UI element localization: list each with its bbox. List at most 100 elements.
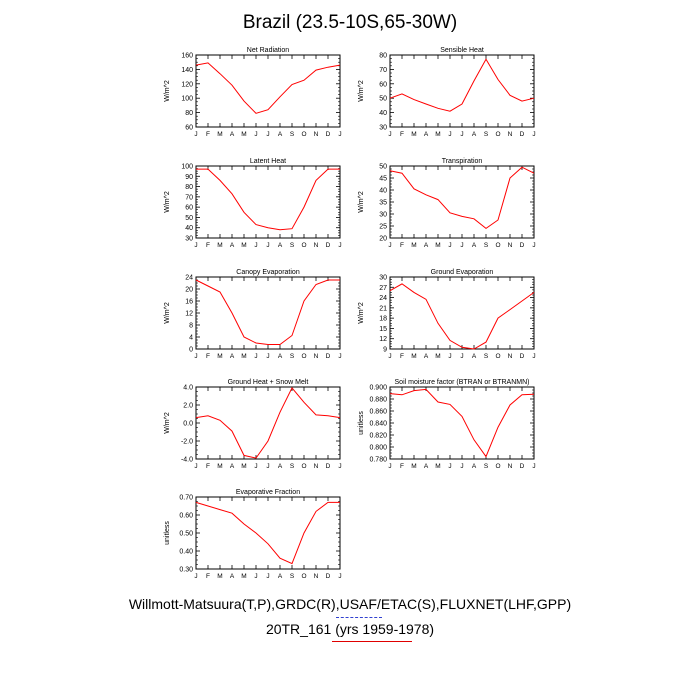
x-tick-label: J <box>532 463 535 470</box>
panel-title: Net Radiation <box>247 47 290 54</box>
series-line <box>389 166 535 230</box>
x-tick-label: S <box>484 131 489 138</box>
x-tick-label: J <box>338 242 341 249</box>
x-tick-label: M <box>241 131 246 138</box>
panel-title: Evaporative Fraction <box>236 489 300 496</box>
page-title: Brazil (23.5-10S,65-30W) <box>242 12 458 33</box>
x-tick-label: M <box>411 242 416 249</box>
x-tick-label: O <box>495 353 500 360</box>
x-tick-label: F <box>400 242 404 249</box>
y-axis-label: W/m^2 <box>164 412 171 434</box>
y-tick-label: 0 <box>189 347 193 354</box>
dashed-blue-rule <box>336 617 382 618</box>
panel-title: Transpiration <box>442 158 483 165</box>
y-tick-label: 0.50 <box>179 531 193 538</box>
x-tick-label: M <box>435 131 440 138</box>
x-tick-label: S <box>290 463 295 470</box>
y-tick-label: 0.70 <box>179 495 193 502</box>
x-tick-label: J <box>532 353 535 360</box>
y-tick-label: 24 <box>379 295 387 302</box>
x-tick-label: J <box>448 353 451 360</box>
x-tick-label: M <box>217 242 222 249</box>
y-tick-label: 60 <box>185 125 193 132</box>
chart-panel: Ground Evaporation W/m^2 9 12 15 18 21 24 27 30 J F… <box>358 269 536 360</box>
x-tick-label: M <box>241 463 246 470</box>
y-tick-label: 50 <box>379 96 387 103</box>
x-tick-label: J <box>254 463 257 470</box>
y-axis-label: W/m^2 <box>358 191 365 213</box>
x-tick-label: M <box>241 242 246 249</box>
x-tick-label: J <box>254 242 257 249</box>
x-tick-label: M <box>435 353 440 360</box>
x-tick-label: J <box>194 131 197 138</box>
y-tick-label: -2.0 <box>181 439 193 446</box>
x-tick-label: D <box>520 131 525 138</box>
y-tick-label: 0.900 <box>369 385 387 392</box>
y-tick-label: 9 <box>383 347 387 354</box>
x-tick-label: S <box>484 463 489 470</box>
y-tick-label: 35 <box>379 200 387 207</box>
x-tick-label: M <box>217 353 222 360</box>
y-tick-label: 70 <box>185 194 193 201</box>
x-tick-label: O <box>301 131 306 138</box>
x-tick-label: J <box>460 353 463 360</box>
x-tick-label: O <box>495 463 500 470</box>
x-tick-label: J <box>460 463 463 470</box>
chart-panel: Ground Heat + Snow Melt W/m^2 -4.0 -2.0 0.0 2… <box>164 379 342 470</box>
y-tick-label: 0.0 <box>183 421 193 428</box>
y-tick-label: 0.860 <box>369 409 387 416</box>
y-tick-label: 25 <box>379 224 387 231</box>
y-axis-label: W/m^2 <box>164 80 171 102</box>
x-tick-label: M <box>217 573 222 580</box>
y-tick-label: 80 <box>185 110 193 117</box>
y-tick-label: 40 <box>379 110 387 117</box>
y-tick-label: -4.0 <box>181 457 193 464</box>
x-tick-label: A <box>472 353 477 360</box>
x-tick-label: F <box>206 463 210 470</box>
x-tick-label: N <box>314 131 319 138</box>
x-tick-label: J <box>448 463 451 470</box>
x-tick-label: D <box>326 463 331 470</box>
x-tick-label: D <box>520 463 525 470</box>
x-tick-label: J <box>194 242 197 249</box>
x-tick-label: J <box>338 463 341 470</box>
y-tick-label: 16 <box>185 299 193 306</box>
x-tick-label: A <box>230 242 235 249</box>
x-tick-label: A <box>472 242 477 249</box>
x-tick-label: A <box>278 573 283 580</box>
plot-frame <box>389 165 535 239</box>
x-tick-label: S <box>290 573 295 580</box>
y-tick-label: 30 <box>185 236 193 243</box>
y-tick-label: 40 <box>379 188 387 195</box>
x-tick-label: D <box>520 353 525 360</box>
y-tick-label: 20 <box>379 236 387 243</box>
panel-title: Soil moisture factor (BTRAN or BTRANMN) <box>395 379 530 386</box>
panel-title: Sensible Heat <box>440 47 484 54</box>
x-tick-label: J <box>338 353 341 360</box>
y-tick-label: 0.840 <box>369 421 387 428</box>
y-tick-label: 40 <box>185 225 193 232</box>
plot-frame <box>195 54 341 128</box>
panel-title: Latent Heat <box>250 158 286 165</box>
y-tick-label: 160 <box>181 53 193 60</box>
y-tick-label: 100 <box>181 96 193 103</box>
x-tick-label: J <box>532 131 535 138</box>
x-tick-label: N <box>508 353 513 360</box>
x-tick-label: J <box>266 242 269 249</box>
x-tick-label: J <box>388 131 391 138</box>
x-tick-label: O <box>495 131 500 138</box>
x-tick-label: M <box>411 131 416 138</box>
x-tick-label: D <box>326 242 331 249</box>
y-tick-label: 20 <box>185 287 193 294</box>
x-tick-label: D <box>326 573 331 580</box>
x-tick-label: J <box>254 353 257 360</box>
y-tick-label: 30 <box>379 275 387 282</box>
y-axis-label: W/m^2 <box>164 302 171 324</box>
red-underline-rule <box>332 641 412 642</box>
x-tick-label: O <box>301 573 306 580</box>
x-tick-label: J <box>338 131 341 138</box>
